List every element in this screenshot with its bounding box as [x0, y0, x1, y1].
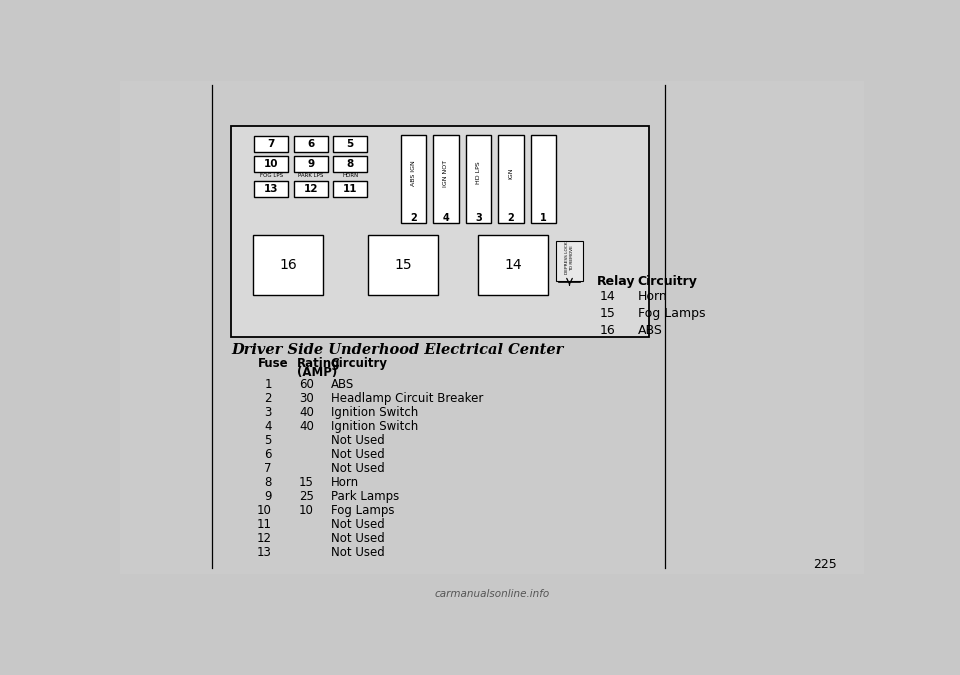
Text: (AMP): (AMP) — [297, 366, 337, 379]
Text: 4: 4 — [264, 421, 272, 433]
Text: Relay: Relay — [596, 275, 636, 288]
Text: Park Lamps: Park Lamps — [331, 490, 399, 504]
Text: 10: 10 — [257, 504, 272, 517]
Bar — [294, 136, 327, 152]
Text: 4: 4 — [443, 213, 449, 223]
Text: 60: 60 — [299, 378, 314, 392]
Bar — [368, 235, 438, 295]
Text: 2: 2 — [508, 213, 515, 223]
Text: 7: 7 — [264, 462, 272, 475]
Text: 7: 7 — [268, 139, 275, 149]
Text: Circuitry: Circuitry — [637, 275, 698, 288]
Text: 16: 16 — [279, 258, 297, 272]
Text: 14: 14 — [504, 258, 521, 272]
Text: 1: 1 — [264, 378, 272, 392]
Text: 5: 5 — [347, 139, 354, 149]
Text: 1: 1 — [540, 213, 547, 223]
Text: 11: 11 — [343, 184, 357, 194]
Text: 8: 8 — [347, 159, 354, 169]
Text: Horn: Horn — [331, 477, 359, 489]
Text: DEPRESS LOCK
TO REMOVE: DEPRESS LOCK TO REMOVE — [565, 242, 574, 275]
Text: Headlamp Circuit Breaker: Headlamp Circuit Breaker — [331, 392, 483, 405]
Text: Fog Lamps: Fog Lamps — [331, 504, 395, 517]
Bar — [253, 235, 324, 295]
Bar — [478, 235, 548, 295]
Text: Ignition Switch: Ignition Switch — [331, 421, 418, 433]
Text: ABS: ABS — [331, 378, 354, 392]
Text: HD LPS: HD LPS — [476, 162, 481, 184]
Text: IGN NOT: IGN NOT — [444, 159, 448, 186]
Text: Fog Lamps: Fog Lamps — [637, 307, 706, 321]
Bar — [232, 127, 648, 336]
Text: Not Used: Not Used — [331, 462, 385, 475]
Bar — [294, 157, 327, 172]
Text: 6: 6 — [264, 448, 272, 461]
Text: 10: 10 — [264, 159, 278, 169]
Text: ABS: ABS — [637, 324, 662, 338]
Text: Driver Side Underhood Electrical Center: Driver Side Underhood Electrical Center — [231, 343, 564, 357]
Bar — [498, 135, 524, 223]
Text: 15: 15 — [394, 258, 412, 272]
Text: 8: 8 — [265, 477, 272, 489]
Text: IGN: IGN — [509, 167, 514, 179]
Text: 225: 225 — [813, 558, 837, 572]
Bar — [254, 157, 288, 172]
Text: Circuitry: Circuitry — [331, 356, 388, 370]
Text: Not Used: Not Used — [331, 434, 385, 448]
Bar — [466, 135, 492, 223]
Text: 12: 12 — [257, 533, 272, 545]
Text: 2: 2 — [264, 392, 272, 405]
Bar — [400, 135, 426, 223]
Text: 12: 12 — [303, 184, 318, 194]
Text: Rating: Rating — [297, 356, 340, 370]
Text: 14: 14 — [600, 290, 615, 304]
Text: 16: 16 — [600, 324, 615, 338]
Text: 5: 5 — [265, 434, 272, 448]
Text: 9: 9 — [264, 490, 272, 504]
Text: Horn: Horn — [637, 290, 667, 304]
Text: 11: 11 — [257, 518, 272, 531]
Bar — [433, 135, 459, 223]
Text: 13: 13 — [264, 184, 278, 194]
Text: 9: 9 — [307, 159, 314, 169]
Text: 30: 30 — [299, 392, 314, 405]
Text: 15: 15 — [600, 307, 615, 321]
Text: 3: 3 — [475, 213, 482, 223]
Bar — [254, 181, 288, 196]
Text: Not Used: Not Used — [331, 448, 385, 461]
Text: 25: 25 — [299, 490, 314, 504]
Text: 40: 40 — [299, 406, 314, 419]
Text: FOG LPS: FOG LPS — [259, 173, 282, 178]
Text: 40: 40 — [299, 421, 314, 433]
Text: carmanualsonline.info: carmanualsonline.info — [434, 589, 550, 599]
Bar — [556, 241, 584, 281]
Bar — [254, 136, 288, 152]
Bar — [230, 126, 649, 338]
Text: Not Used: Not Used — [331, 533, 385, 545]
Bar — [294, 181, 327, 196]
Text: ABS IGN: ABS IGN — [411, 160, 416, 186]
Text: PARK LPS: PARK LPS — [298, 173, 324, 178]
Text: Ignition Switch: Ignition Switch — [331, 406, 418, 419]
Text: HORN: HORN — [342, 173, 358, 178]
Bar — [333, 181, 368, 196]
Text: Not Used: Not Used — [331, 518, 385, 531]
Bar — [333, 136, 368, 152]
Text: 13: 13 — [257, 546, 272, 560]
Bar — [333, 157, 368, 172]
Text: 15: 15 — [299, 477, 314, 489]
Text: 3: 3 — [265, 406, 272, 419]
Text: 10: 10 — [299, 504, 314, 517]
Bar — [531, 135, 557, 223]
Text: 2: 2 — [410, 213, 417, 223]
Text: Not Used: Not Used — [331, 546, 385, 560]
Text: Fuse: Fuse — [258, 356, 289, 370]
Text: 6: 6 — [307, 139, 314, 149]
